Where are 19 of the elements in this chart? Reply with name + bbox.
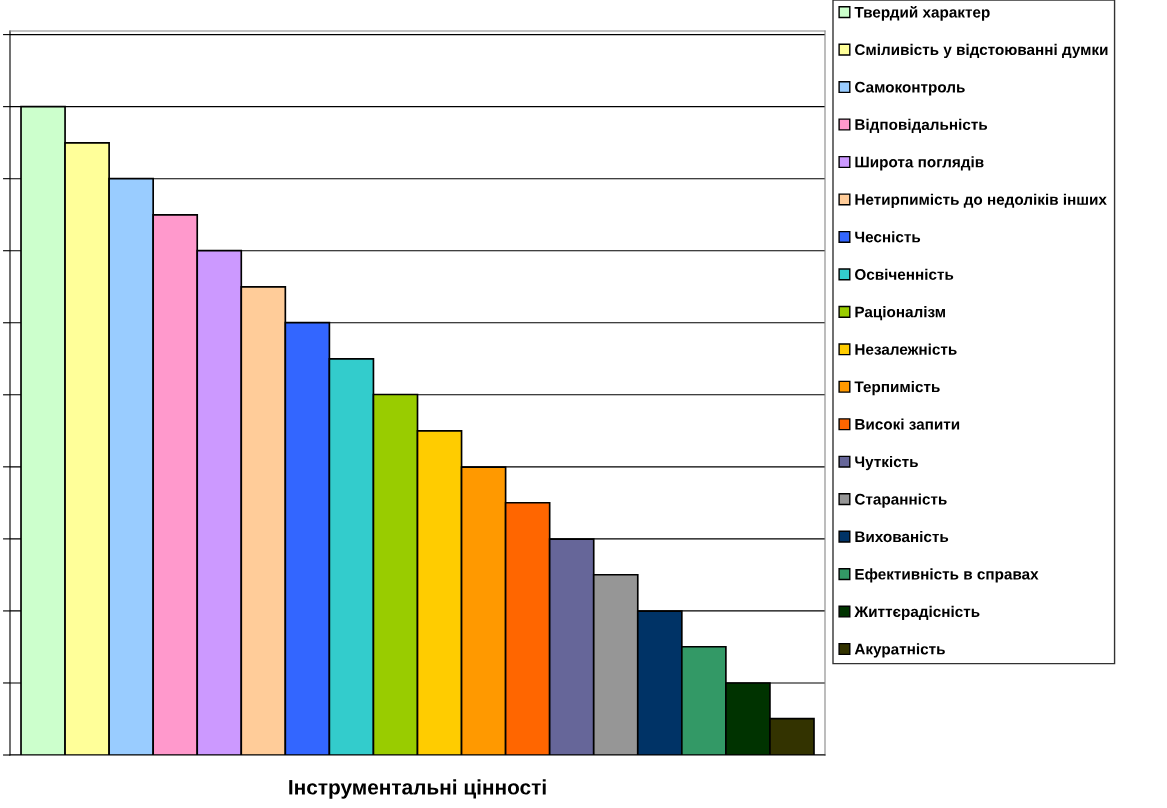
legend-label: Раціоналізм [855,306,945,321]
legend-label: Терпимість [854,381,940,396]
x-axis-title: Інструментальні цінності [289,779,546,799]
legend-label: Життєрадісність [854,605,980,621]
legend-label: Самоконтроль [855,81,965,96]
legend-label: Твердий характер [854,6,990,21]
legend-label: Вихованість [855,530,949,543]
legend-label: Чуткість [855,455,918,471]
legend-label: Чесність [855,231,921,243]
legend-label: Сміливість у відстоюванні думки [855,43,1108,59]
legend-label: Високі запити [855,418,960,430]
legend-label: Нетирпимість до недоліків інших [855,193,1107,208]
legend-label: Освіченність [855,268,954,280]
legend-label: Акуратність [854,643,945,658]
legend-label: Ефективність в справах [855,568,1039,583]
legend-label: Старанність [855,493,947,508]
legend-label: Відповідальність [855,118,988,133]
legend-label: Широта поглядів [855,156,984,171]
legend-label: Незалежність [855,343,957,355]
